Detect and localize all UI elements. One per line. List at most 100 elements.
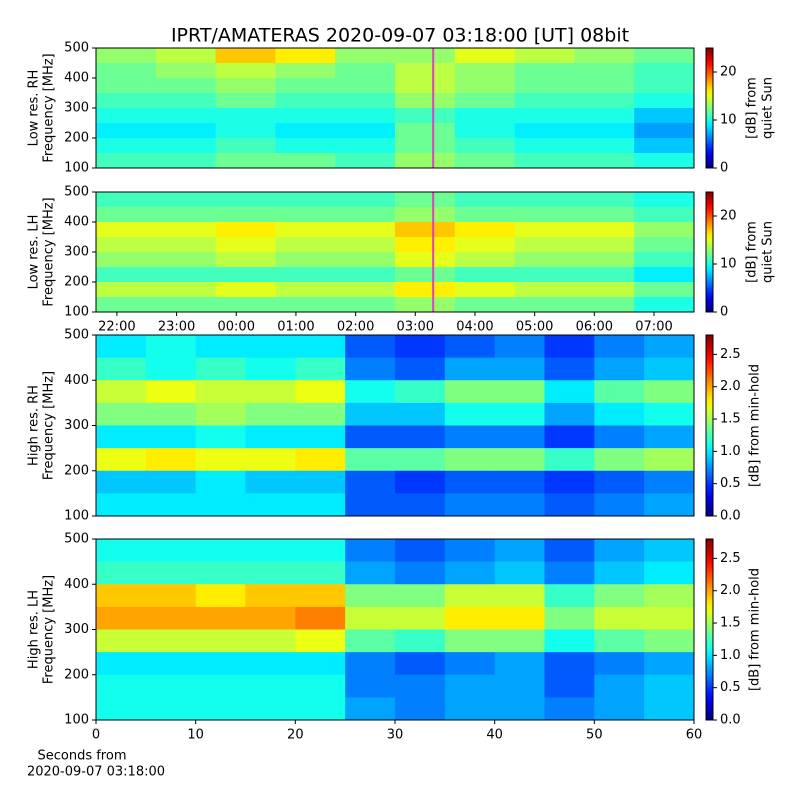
heat-cell xyxy=(345,448,396,472)
heat-cell xyxy=(96,629,147,653)
heat-cell xyxy=(454,222,516,238)
heat-cell xyxy=(574,297,635,313)
heat-cell xyxy=(395,282,456,298)
colorbar-label: [dB] from min-hold xyxy=(748,568,763,691)
heat-cell xyxy=(454,138,516,154)
heat-cell xyxy=(395,606,446,630)
y-tick-label: 500 xyxy=(64,532,89,547)
heat-cell xyxy=(245,606,296,630)
x-tick-label: 06:00 xyxy=(576,320,613,335)
heat-cell xyxy=(544,606,595,630)
y-tick-label: 500 xyxy=(64,185,89,200)
heat-cell xyxy=(155,192,217,208)
heat-cell xyxy=(395,402,446,426)
heat-cell xyxy=(494,380,545,404)
heat-cell xyxy=(275,207,336,223)
heat-cell xyxy=(295,539,346,563)
heat-cell xyxy=(195,493,246,517)
heat-cell xyxy=(96,48,157,64)
heat-cell xyxy=(494,584,545,608)
heat-cell xyxy=(594,380,645,404)
heat-cell xyxy=(155,93,217,109)
y-tick-label: 400 xyxy=(64,577,89,592)
heat-cell xyxy=(574,138,635,154)
x-tick-label: 22:00 xyxy=(98,320,135,335)
heat-cell xyxy=(96,138,157,154)
heat-cell xyxy=(275,63,336,79)
heat-cell xyxy=(514,153,575,169)
colorbar-tick-label: 20 xyxy=(720,65,737,80)
heat-cell xyxy=(574,282,635,298)
heat-cell xyxy=(335,48,396,64)
heat-cell xyxy=(335,63,396,79)
heat-cell xyxy=(335,153,396,169)
heat-cell xyxy=(215,207,276,223)
heat-cell xyxy=(454,192,516,208)
colorbar-tick-label: 2.0 xyxy=(720,583,741,598)
colorbar-tick-label: 0.0 xyxy=(720,713,741,728)
heat-cell xyxy=(594,629,645,653)
heat-cell xyxy=(335,78,396,94)
heat-cell xyxy=(195,448,246,472)
y-tick-label: 300 xyxy=(64,101,89,116)
heat-cell xyxy=(245,584,296,608)
heat-cell xyxy=(444,539,496,563)
heat-cell xyxy=(295,629,346,653)
heat-cell xyxy=(634,123,695,139)
heat-cell xyxy=(275,267,336,283)
heat-cell xyxy=(96,153,157,169)
heat-cell xyxy=(634,192,695,208)
heat-cell xyxy=(395,448,446,472)
heat-cell xyxy=(514,222,575,238)
heat-cell xyxy=(335,138,396,154)
heat-cell xyxy=(594,674,645,698)
heat-cell xyxy=(215,123,276,139)
y-axis-label: Frequency [MHz] xyxy=(42,371,57,480)
heat-cell xyxy=(155,237,217,253)
heat-cell xyxy=(155,123,217,139)
heat-cell xyxy=(195,357,246,381)
colorbar-label: [dB] from xyxy=(745,77,760,139)
x-tick-label: 0 xyxy=(92,728,100,743)
heat-cell xyxy=(96,237,157,253)
colorbar-tick-label: 1.0 xyxy=(720,648,741,663)
heat-cell xyxy=(345,539,396,563)
heat-cell xyxy=(275,297,336,313)
heat-cell xyxy=(395,629,446,653)
colorbar-tick-label: 0 xyxy=(720,305,728,320)
heat-cell xyxy=(395,357,446,381)
heat-cell xyxy=(345,561,396,585)
heat-cell xyxy=(195,584,246,608)
x-tick-label: 01:00 xyxy=(277,320,314,335)
heat-cell xyxy=(454,93,516,109)
heat-cell xyxy=(395,63,456,79)
heat-cell xyxy=(594,561,645,585)
heat-cell xyxy=(514,123,575,139)
heat-cell xyxy=(544,335,595,359)
heat-cell xyxy=(96,493,147,517)
heat-cell xyxy=(514,252,575,268)
heat-cell xyxy=(215,63,276,79)
heat-cell xyxy=(634,237,695,253)
heat-cell xyxy=(395,697,446,721)
heat-cell xyxy=(594,425,645,449)
heat-cell xyxy=(145,470,197,494)
colorbar-label: [dB] from xyxy=(745,221,760,283)
heat-cell xyxy=(215,138,276,154)
heat-cell xyxy=(634,93,695,109)
heat-cell xyxy=(295,674,346,698)
heat-cell xyxy=(644,674,695,698)
colorbar-label: [dB] from min-hold xyxy=(748,364,763,487)
heat-cell xyxy=(155,63,217,79)
x-tick-label: 60 xyxy=(686,728,703,743)
heat-cell xyxy=(454,282,516,298)
heat-cell xyxy=(345,470,396,494)
heat-cell xyxy=(96,448,147,472)
heat-cell xyxy=(634,252,695,268)
heat-cell xyxy=(335,282,396,298)
heat-cell xyxy=(454,153,516,169)
heat-cell xyxy=(594,539,645,563)
heat-cell xyxy=(644,493,695,517)
heat-cell xyxy=(295,606,346,630)
